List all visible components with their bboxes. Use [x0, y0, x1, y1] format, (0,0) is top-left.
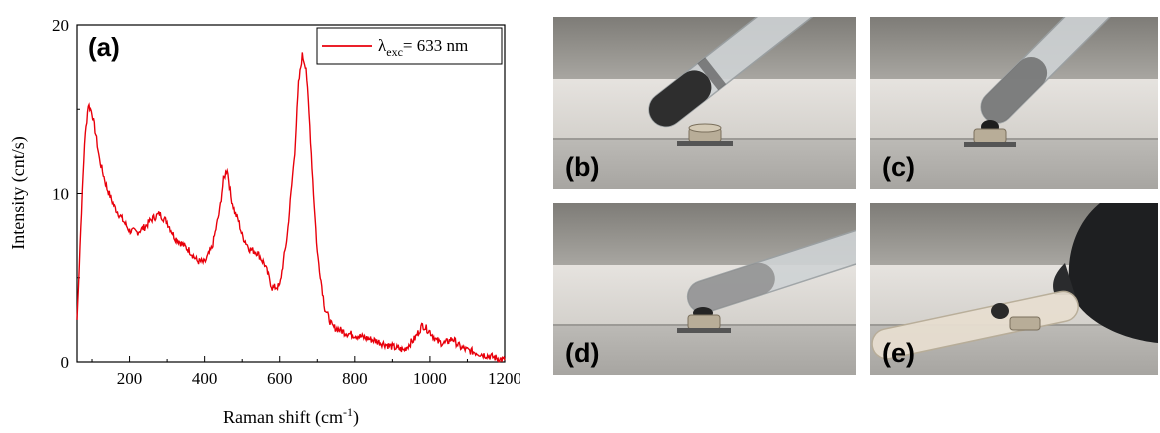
legend-entry: λexc= 633 nm	[378, 36, 468, 59]
y-tick-label: 0	[61, 353, 70, 372]
legend: λexc= 633 nm	[316, 27, 503, 65]
spectrum-line	[76, 52, 506, 363]
x-tick-label: 1200	[488, 369, 520, 388]
x-tick-label: 400	[192, 369, 218, 388]
photo-d-image	[553, 203, 856, 375]
photo-c-image	[870, 17, 1158, 189]
photo-e-image	[870, 203, 1158, 375]
panel-label-c: (c)	[882, 152, 915, 182]
photo-panel-d: (d)	[553, 203, 856, 375]
photo-panel-e: (e)	[870, 203, 1158, 375]
y-axis-title: Intensity (cnt/s)	[8, 136, 29, 249]
x-axis-title: Raman shift (cm-1)	[223, 405, 359, 428]
panel-label-a: (a)	[88, 32, 120, 62]
x-tick-label: 600	[267, 369, 293, 388]
photo-b-image	[553, 17, 856, 189]
photo-panel-b: (b)	[553, 17, 856, 189]
x-tick-label: 200	[117, 369, 143, 388]
x-axis-ticks: 200 400 600 800 1000 1200	[91, 356, 520, 388]
photo-panel-c: (c)	[870, 17, 1158, 189]
panel-label-d: (d)	[565, 338, 600, 368]
x-tick-label: 1000	[413, 369, 447, 388]
panel-label-e: (e)	[882, 338, 915, 368]
y-tick-label: 10	[52, 185, 69, 204]
x-tick-label: 800	[342, 369, 368, 388]
panel-label-b: (b)	[565, 152, 600, 182]
raman-spectrum-chart: 200 400 600 800 1000 1200 0 10 20 (a) λexc= 633…	[8, 16, 520, 428]
y-tick-label: 20	[52, 16, 69, 35]
y-axis-ticks: 0 10 20	[52, 16, 83, 372]
